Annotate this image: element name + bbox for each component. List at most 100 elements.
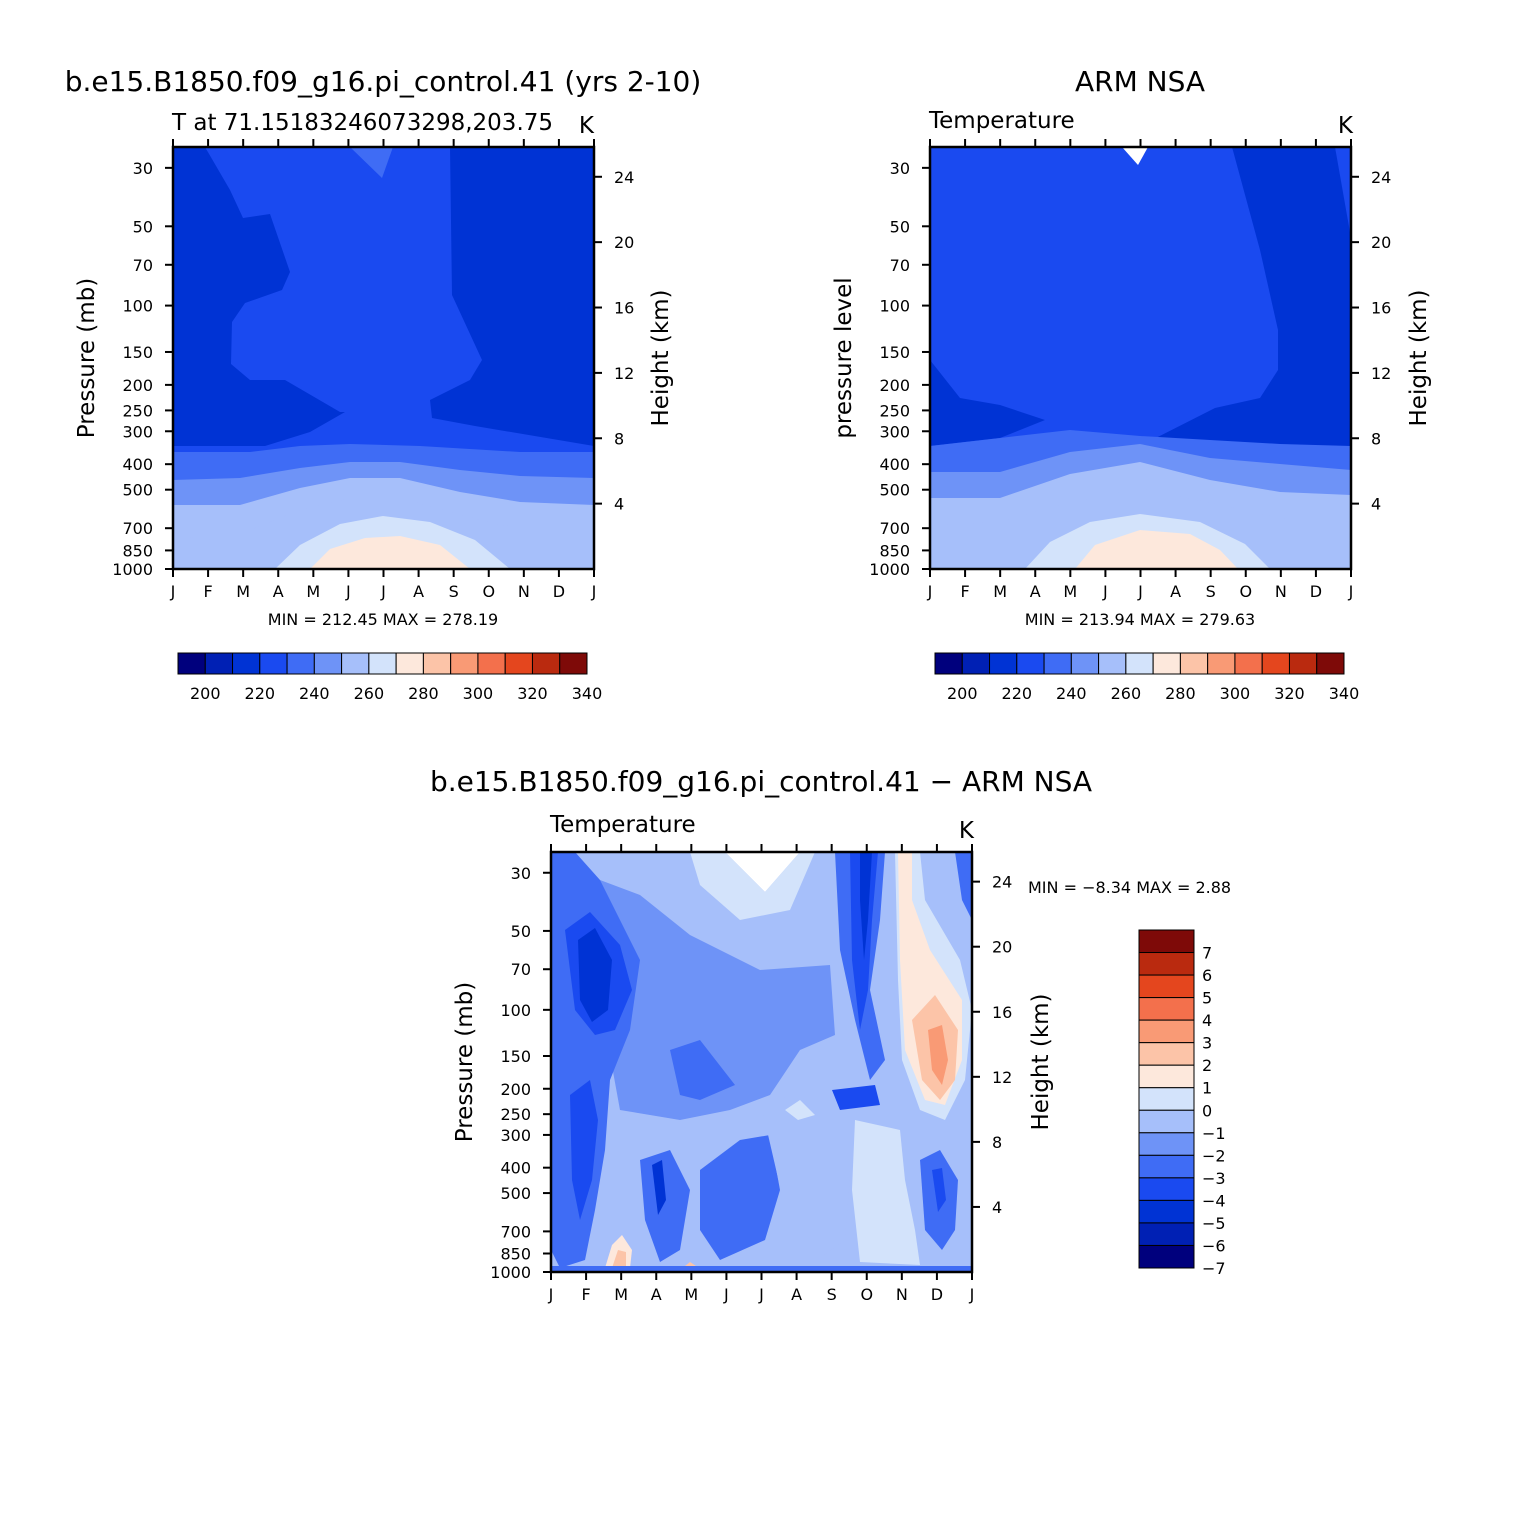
colorbar-swatch (1138, 1222, 1195, 1246)
x-tick-label: N (896, 1285, 908, 1304)
y-tick-label: 500 (879, 481, 910, 500)
y2-tick-label: 24 (1371, 168, 1391, 187)
colorbar-label: 300 (463, 684, 494, 703)
colorbar-swatch (1016, 652, 1045, 675)
panel-model-minmax: MIN = 212.45 MAX = 278.19 (268, 610, 498, 629)
colorbar-swatch (477, 652, 506, 675)
panel-obs-colorbar: 200 220 240 260 280 300 320 340 (934, 652, 1359, 703)
y-tick-label: 300 (122, 422, 153, 441)
colorbar-swatch (989, 652, 1018, 675)
y-tick-label: 200 (500, 1080, 531, 1099)
colorbar-swatch (1138, 1244, 1195, 1269)
contour-fill (173, 147, 594, 452)
x-tick-label: A (1170, 582, 1181, 601)
y-tick-label: 150 (122, 343, 153, 362)
y2-tick-label: 24 (614, 168, 634, 187)
colorbar-label: 340 (572, 684, 603, 703)
x-tick-label: A (1030, 582, 1041, 601)
y-tick-label: 250 (122, 401, 153, 420)
y2-tick-label: 20 (1371, 233, 1391, 252)
panel-obs-minmax: MIN = 213.94 MAX = 279.63 (1025, 610, 1255, 629)
colorbar-swatch (961, 652, 991, 675)
y-tick-label: 1000 (490, 1263, 531, 1282)
panel-diff-colorbar: 7 6 5 4 3 2 1 0 −1 −2 −3 −4 −5 −6 −7 (1138, 929, 1226, 1278)
y-tick-label: 300 (879, 422, 910, 441)
x-tick-label: J (758, 1285, 764, 1304)
x-tick-label: J (1102, 582, 1108, 601)
y-tick-label: 500 (500, 1184, 531, 1203)
colorbar-swatch (531, 652, 561, 675)
y2-tick-label: 16 (1371, 299, 1391, 318)
colorbar-label: 1 (1202, 1079, 1212, 1098)
y2-tick-label: 8 (614, 429, 624, 448)
contour-fill (551, 1266, 972, 1272)
colorbar-label: 5 (1202, 989, 1212, 1008)
y-tick-label: 700 (122, 519, 153, 538)
colorbar-swatch (1138, 974, 1195, 999)
colorbar-swatch (1138, 1109, 1195, 1134)
x-tick-label: J (170, 582, 176, 601)
colorbar-label: 320 (1274, 684, 1305, 703)
y2-tick-label: 12 (614, 364, 634, 383)
colorbar-swatch (1288, 652, 1318, 675)
x-tick-label: O (482, 582, 495, 601)
panel-model-title: b.e15.B1850.f09_g16.pi_control.41 (yrs 2… (65, 65, 702, 98)
colorbar-swatch (1138, 1177, 1195, 1201)
x-tick-label: M (684, 1285, 698, 1304)
colorbar-swatch (1138, 1154, 1195, 1179)
x-tick-label: J (927, 582, 933, 601)
colorbar-label: 220 (1002, 684, 1033, 703)
colorbar-label: −2 (1202, 1146, 1226, 1165)
panel-obs-subtitle: Temperature (928, 108, 1075, 134)
colorbar-swatch (1138, 1132, 1195, 1156)
contour-fill (570, 1080, 598, 1220)
contour-fill (725, 852, 800, 892)
colorbar-label: 260 (1111, 684, 1142, 703)
x-tick-label: A (273, 582, 284, 601)
y-tick-label: 500 (122, 481, 153, 500)
panel-obs-title: ARM NSA (1075, 65, 1205, 98)
x-tick-label: M (614, 1285, 628, 1304)
colorbar-swatch (504, 652, 533, 675)
panel-diff-ylabel: Pressure (mb) (452, 982, 478, 1142)
colorbar-swatch (1043, 652, 1072, 675)
y-tick-label: 50 (511, 922, 531, 941)
panel-obs-axes: J F M A M J J A S O N D J 30 50 70 100 150 200 250 300 400 500… (869, 139, 1391, 601)
colorbar-label: −3 (1202, 1169, 1226, 1188)
colorbar-label: 200 (947, 684, 978, 703)
y2-tick-label: 20 (992, 938, 1012, 957)
contour-fill (1122, 147, 1148, 165)
contour-fill (652, 1160, 666, 1215)
panel-obs: ARM NSA Temperature K J F M A M J J A S O N D J 30 50 7… (831, 65, 1432, 703)
x-tick-label: O (860, 1285, 873, 1304)
colorbar-swatch (313, 652, 343, 675)
y2-tick-label: 4 (614, 495, 624, 514)
x-tick-label: A (413, 582, 424, 601)
x-tick-label: N (1275, 582, 1287, 601)
contour-fill (690, 852, 815, 920)
colorbar-label: −7 (1202, 1259, 1226, 1278)
colorbar-swatch (1152, 652, 1181, 675)
contour-fill (860, 852, 872, 960)
y-tick-label: 400 (500, 1159, 531, 1178)
contour-fill (350, 147, 393, 178)
colorbar-label: 4 (1202, 1011, 1212, 1030)
colorbar-label: 240 (1056, 684, 1087, 703)
panel-model-axes: J F M A M J J A S O N D J 30 50 70 100 150 200 250 300 400 500… (112, 139, 634, 601)
colorbar-label: 6 (1202, 966, 1212, 985)
colorbar-label: 3 (1202, 1034, 1212, 1053)
x-tick-label: M (236, 582, 250, 601)
y-tick-label: 100 (879, 297, 910, 316)
colorbar-label: 200 (190, 684, 221, 703)
colorbar-label: 7 (1202, 944, 1212, 963)
colorbar-swatch (1261, 652, 1290, 675)
y-tick-label: 100 (122, 297, 153, 316)
y-tick-label: 850 (879, 541, 910, 560)
x-tick-label: M (1063, 582, 1077, 601)
contour-fill (928, 1025, 948, 1085)
y-tick-label: 30 (511, 864, 531, 883)
colorbar-label: −6 (1202, 1236, 1226, 1255)
x-tick-label: M (993, 582, 1007, 601)
y-tick-label: 70 (890, 256, 910, 275)
panel-model-ylabel: Pressure (mb) (74, 278, 100, 438)
